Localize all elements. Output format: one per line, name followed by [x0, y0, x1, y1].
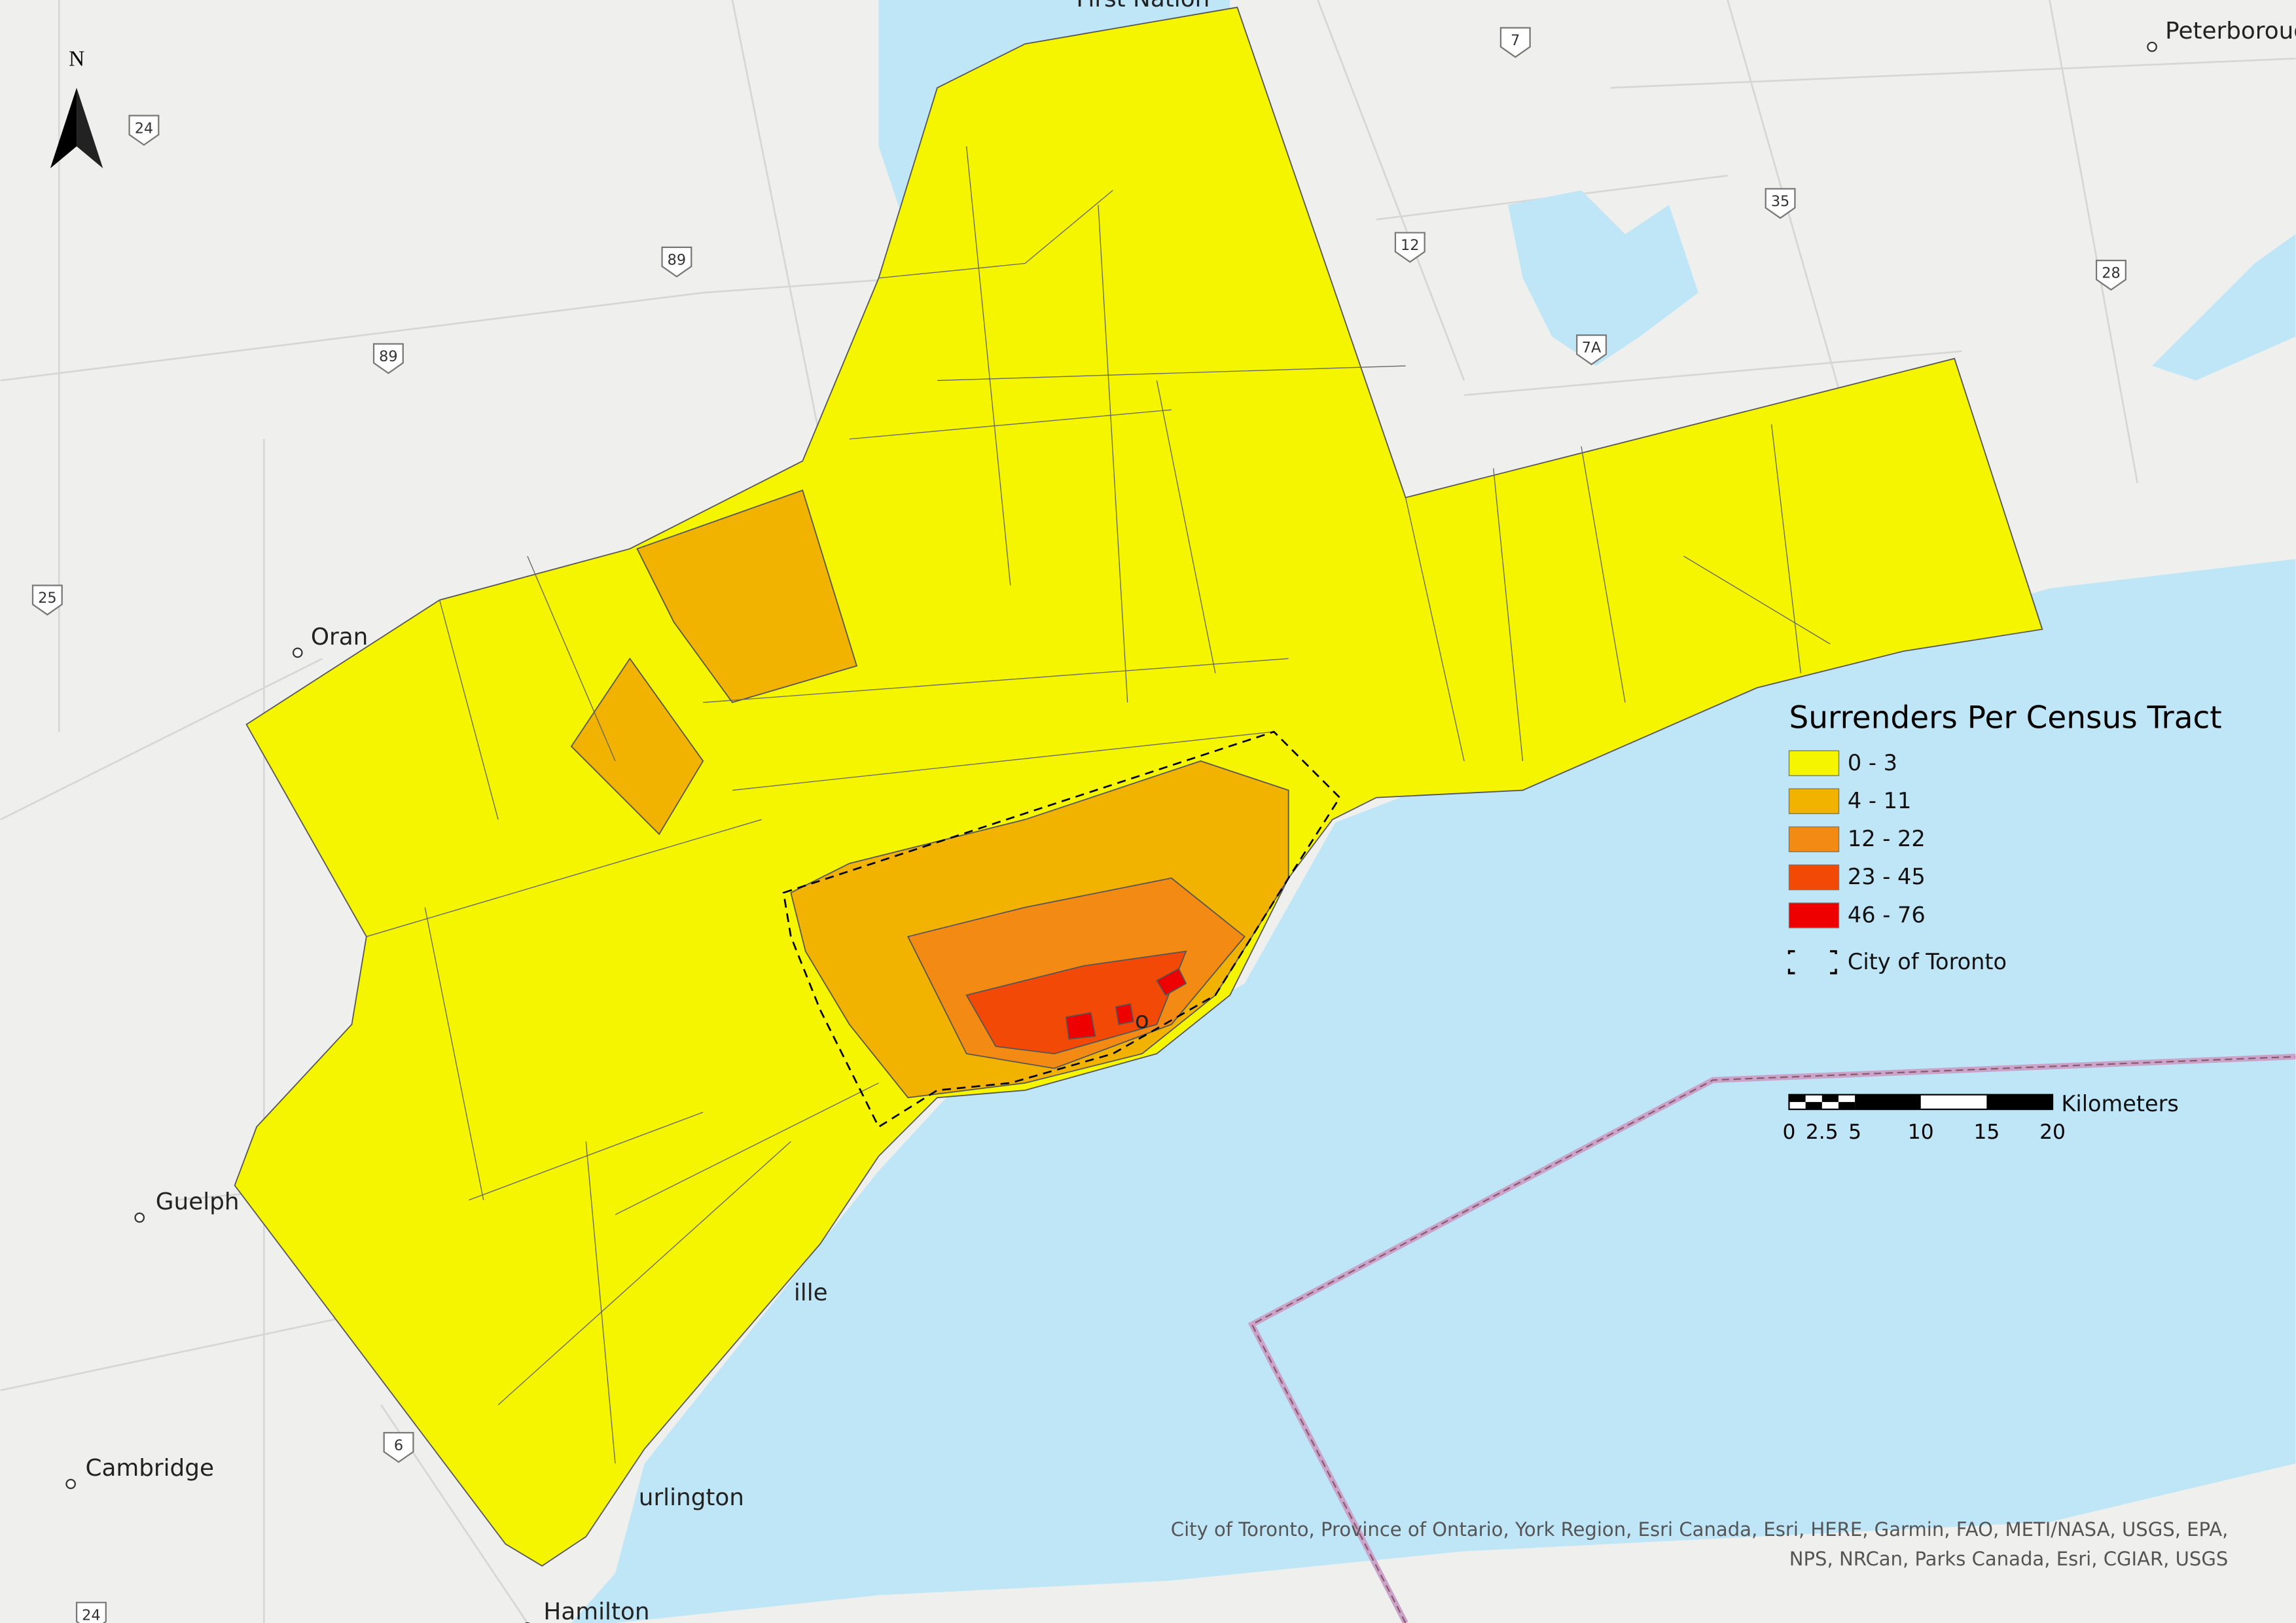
- census-tracts: [234, 7, 2043, 1567]
- scale-tick-label: 2.5: [1806, 1120, 1839, 1144]
- tract-class-area: [570, 657, 704, 836]
- place-label: Cambridge: [85, 1455, 213, 1482]
- attribution-line: City of Toronto, Province of Ontario, Yo…: [1171, 1518, 2229, 1541]
- legend-swatch: [1788, 788, 1840, 815]
- shield: [661, 246, 692, 278]
- shield: [1576, 334, 1607, 366]
- tract-class-area: [636, 489, 858, 704]
- boundary-swatch: [1787, 950, 1837, 974]
- place-dot: [292, 647, 303, 658]
- tract-lines: [366, 146, 1831, 1464]
- scale-segment: [1986, 1094, 2053, 1110]
- shield-label: 89: [668, 252, 686, 269]
- shield-label: 7A: [1582, 340, 1602, 357]
- scale-tick-label: 10: [1908, 1120, 1934, 1144]
- legend-label: 12 - 22: [1848, 826, 1926, 851]
- tract-class-area: [965, 950, 1187, 1055]
- legend-title: Surrenders Per Census Tract: [1789, 700, 2221, 736]
- place-dot: [65, 1478, 76, 1489]
- shield: [75, 1601, 107, 1623]
- scale-segment: [1789, 1094, 1806, 1102]
- toronto-boundary: [782, 730, 1341, 1128]
- legend-label: 46 - 76: [1848, 902, 1926, 927]
- place-label: Guelph: [156, 1188, 240, 1215]
- scale-ticks: 0 2.5 5 10 15 20: [1783, 1120, 2066, 1144]
- scale-tick-label: 15: [1973, 1120, 2000, 1144]
- legend-swatch: [1788, 902, 1840, 929]
- shield: [383, 1432, 414, 1463]
- shield-label: 28: [2102, 265, 2120, 282]
- shield-label: 7: [1511, 32, 1520, 49]
- shield: [372, 343, 404, 374]
- north-label: N: [69, 47, 84, 71]
- shield-label: 25: [38, 590, 56, 607]
- legend: Surrenders Per Census Tract 0 - 3 4 - 11 1…: [1787, 700, 2222, 974]
- scale-segment: [1821, 1094, 1839, 1102]
- legend-label: 0 - 3: [1848, 750, 1897, 776]
- place-label: urlington: [639, 1484, 744, 1511]
- place-label: ille: [794, 1279, 828, 1306]
- scale-segment: [1838, 1101, 1856, 1110]
- scale-unit: Kilometers: [2061, 1091, 2178, 1116]
- place-label: Oran: [311, 624, 368, 651]
- legend-items: 0 - 3 4 - 11 12 - 22 23 - 45 46 - 76: [1788, 750, 1926, 929]
- shield-label: 24: [135, 120, 153, 137]
- legend-label: 4 - 11: [1848, 788, 1911, 813]
- attribution-line: NPS, NRCan, Parks Canada, Esri, CGIAR, U…: [1789, 1548, 2229, 1570]
- scale-segment: [1855, 1094, 1921, 1110]
- scale-bar: Kilometers 0 2.5 5 10 15 20: [1783, 1091, 2179, 1144]
- scale-segment: [1805, 1101, 1822, 1110]
- shield-label: 12: [1401, 237, 1419, 254]
- shield: [1499, 27, 1531, 58]
- water: [571, 0, 2296, 1623]
- place-label: Peterborough: [2165, 18, 2296, 45]
- place-dot: [134, 1212, 145, 1223]
- international-border: [1251, 1056, 2296, 1623]
- shield: [2095, 259, 2126, 291]
- shield: [128, 115, 160, 146]
- places: Peterborough Guelph Cambridge Hamilton urlin…: [65, 0, 2296, 1623]
- legend-label: 23 - 45: [1848, 864, 1926, 889]
- scale-tick-label: 20: [2039, 1120, 2066, 1144]
- place-label: Hamilton: [543, 1598, 649, 1623]
- boundary-label: City of Toronto: [1848, 949, 2007, 974]
- place-dot: [2147, 41, 2157, 52]
- shield: [31, 584, 63, 616]
- attribution: City of Toronto, Province of Ontario, Yo…: [1171, 1518, 2229, 1570]
- tract-class-area: [1065, 968, 1187, 1040]
- scale-tick-label: 0: [1783, 1120, 1796, 1144]
- shield: [1394, 232, 1426, 263]
- place-label: o: [1135, 1007, 1149, 1034]
- shield-label: 89: [379, 348, 397, 365]
- shield: [1765, 188, 1796, 219]
- legend-swatch: [1788, 864, 1840, 891]
- scale-tick-label: 5: [1848, 1120, 1861, 1144]
- shield-label: 24: [82, 1607, 100, 1623]
- shield-label: 35: [1771, 193, 1789, 210]
- legend-swatch: [1788, 826, 1840, 853]
- shield-label: 6: [394, 1437, 403, 1454]
- legend-swatch: [1788, 750, 1840, 776]
- route-shields: 24 89 89 25 7 12 35 28 7A 6 24: [31, 27, 2126, 1623]
- place-label: First Nation: [1076, 0, 1210, 12]
